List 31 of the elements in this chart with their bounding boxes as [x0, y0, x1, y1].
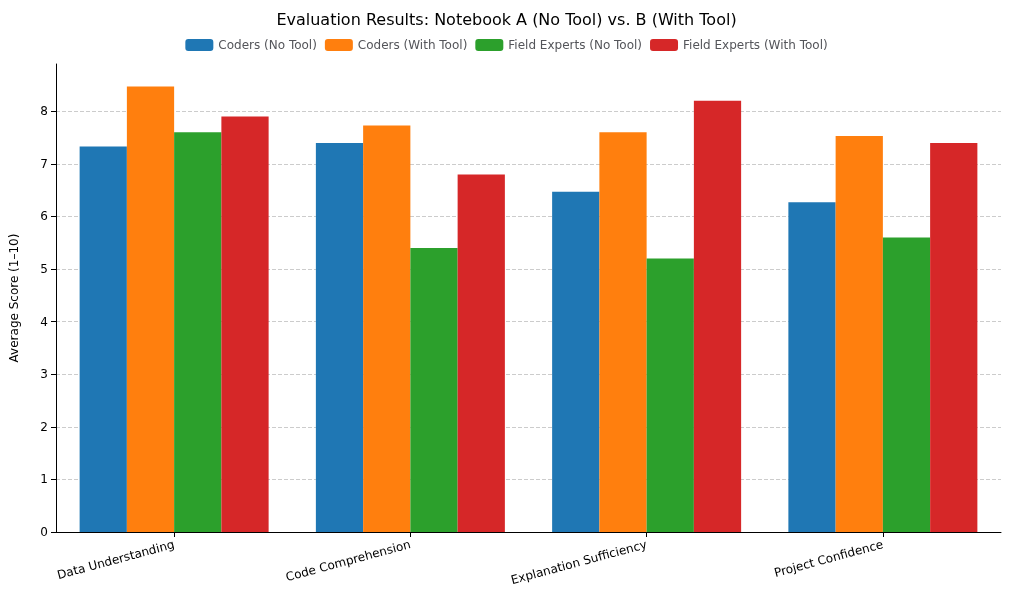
bar [930, 142, 978, 532]
bar [126, 86, 175, 532]
legend-label: Field Experts (With Tool) [683, 38, 828, 52]
bar [174, 132, 222, 532]
bar [882, 237, 931, 532]
y-axis-title: Average Score (1–10) [7, 233, 21, 363]
chart-title: Evaluation Results: Notebook A (No Tool) vs. B (With Tool) [276, 9, 737, 29]
bar [552, 191, 600, 532]
bar [410, 248, 458, 532]
bar [646, 258, 694, 532]
legend-label: Field Experts (No Tool) [508, 38, 643, 52]
y-tick-label: 0 [40, 525, 48, 539]
bar [599, 132, 647, 532]
bar [221, 116, 269, 532]
bar [363, 125, 411, 532]
y-tick-label: 2 [40, 419, 48, 434]
bar [79, 146, 127, 532]
y-tick-label: 4 [40, 314, 48, 329]
y-tick-label: 6 [40, 209, 48, 224]
y-tick-label: 7 [40, 156, 48, 171]
legend-label: Coders (No Tool) [218, 38, 317, 52]
bar [788, 202, 836, 532]
y-tick-label: 3 [40, 367, 48, 382]
bar [315, 142, 364, 532]
y-tick-label: 1 [40, 472, 48, 487]
y-tick-label: 5 [40, 262, 48, 277]
legend-label: Coders (With Tool) [357, 38, 468, 52]
y-tick-label: 8 [40, 104, 48, 119]
bar [457, 174, 505, 532]
bar [835, 136, 883, 532]
bar [693, 100, 742, 532]
